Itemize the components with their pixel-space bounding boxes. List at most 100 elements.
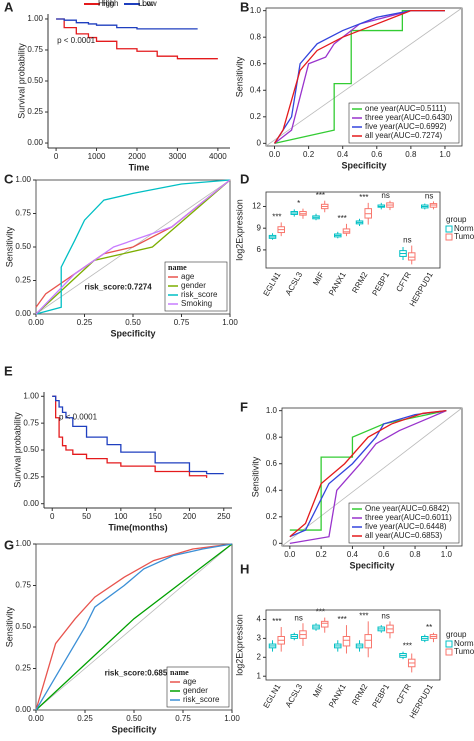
x-tick-label: 4000 [209, 152, 227, 161]
survival-curve [56, 18, 198, 30]
x-tick-label: 100 [114, 512, 128, 521]
x-tick-label: 0.00 [28, 318, 44, 327]
x-tick-label: CFTR [394, 270, 413, 293]
x-tick-label: ACSL3 [284, 682, 305, 709]
roc-curve [273, 10, 445, 144]
annotation: risk_score:0.7274 [85, 282, 153, 291]
legend-label: Smoking [181, 299, 212, 308]
legend-label: all year(AUC=0.7274) [365, 131, 442, 140]
legend-label: gender [181, 281, 206, 290]
y-tick-label: 0.00 [15, 309, 31, 318]
roc-curve [35, 179, 231, 315]
significance-label: *** [272, 617, 281, 626]
y-tick-label: 0.25 [27, 107, 43, 116]
legend-label: three year(AUC=0.6430) [365, 113, 453, 122]
legend-swatch [445, 648, 453, 656]
roc-curve [289, 410, 447, 544]
x-tick-label: 0.0 [269, 150, 281, 159]
y-axis-label: Sensitivity [4, 606, 14, 647]
y-tick-label: 9 [257, 223, 262, 232]
y-tick-label: 0.2 [250, 112, 262, 121]
plot-frame [265, 191, 441, 269]
y-axis-label: Sensitivity [234, 56, 244, 97]
y-tick-label: 0.00 [15, 705, 31, 714]
y-tick-label: 0.75 [27, 45, 43, 54]
y-tick-label: 0.4 [250, 85, 262, 94]
y-tick-label: 0.8 [266, 432, 278, 441]
panel-label: E [4, 363, 13, 378]
legend-label: Low [142, 0, 157, 8]
box-body [364, 634, 372, 649]
legend-label: High [102, 0, 118, 8]
x-tick-label: PANX1 [327, 270, 348, 297]
survival-curve [52, 395, 224, 475]
x-axis-label: Specificity [111, 724, 156, 734]
y-tick-label: 0 [257, 138, 262, 147]
x-tick-label: CFTR [394, 682, 413, 705]
legend-label: one year(AUC=0.5111) [365, 104, 447, 113]
legend-label: all year(AUC=0.6853) [365, 531, 442, 540]
x-tick-label: 0.6 [371, 150, 383, 159]
x-tick-label: 0.4 [347, 550, 359, 559]
significance-label: *** [403, 642, 412, 651]
x-tick-label: 0.75 [175, 714, 191, 723]
x-tick-label: EGLN1 [262, 682, 283, 710]
y-tick-label: 0 [273, 538, 278, 547]
x-tick-label: EGLN1 [262, 270, 283, 298]
legend-title: name [168, 263, 187, 272]
x-tick-label: 1.00 [224, 714, 240, 723]
box-body [407, 252, 416, 261]
legend-title: group [446, 630, 467, 639]
x-tick-label: 200 [183, 512, 197, 521]
x-tick-label: 0 [50, 512, 55, 521]
x-tick-label: 0.6 [378, 550, 390, 559]
annotation: p < 0.0001 [57, 36, 96, 45]
significance-label: *** [316, 608, 325, 617]
x-tick-label: 1.00 [222, 318, 238, 327]
panel-label: B [240, 0, 249, 14]
y-tick-label: 1.00 [27, 14, 43, 23]
x-tick-label: MIF [311, 682, 326, 699]
y-axis-label: Survival probability [12, 412, 22, 488]
legend-label: age [181, 272, 195, 281]
y-tick-label: 0.8 [250, 32, 262, 41]
legend-label: Tumor [454, 232, 474, 241]
significance-label: * [297, 199, 300, 208]
x-tick-label: 50 [82, 512, 91, 521]
y-tick-label: 12 [252, 202, 261, 211]
y-tick-label: 0.75 [23, 418, 39, 427]
x-axis-label: Time(months) [108, 522, 167, 532]
legend-title: group [446, 215, 467, 224]
x-tick-label: 2000 [128, 152, 146, 161]
box-body [342, 635, 351, 647]
significance-label: ** [426, 623, 432, 632]
x-tick-label: PANX1 [327, 682, 348, 709]
x-axis-label: Time [129, 162, 150, 172]
legend-label: Tumor [454, 647, 474, 656]
panel-label: G [4, 537, 14, 552]
significance-label: ns [381, 191, 389, 200]
x-tick-label: 250 [217, 512, 231, 521]
x-tick-label: 0.00 [28, 714, 44, 723]
roc-curve [35, 179, 231, 315]
y-tick-label: 0.00 [23, 499, 39, 508]
y-tick-label: 1.00 [23, 391, 39, 400]
significance-label: ns [294, 613, 302, 622]
legend-label: five year(AUC=0.6992) [365, 122, 447, 131]
y-tick-label: 0.4 [266, 485, 278, 494]
y-tick-label: 0.6 [250, 59, 262, 68]
x-tick-label: 0.2 [316, 550, 328, 559]
legend-swatch [445, 640, 453, 648]
y-tick-label: 0.2 [266, 512, 278, 521]
legend-label: gender [183, 686, 208, 695]
roc-curve [35, 543, 233, 711]
survival-curve [56, 18, 218, 60]
y-tick-label: 1.0 [250, 6, 262, 15]
reference-diagonal [281, 407, 463, 547]
x-tick-label: PEBP1 [370, 682, 391, 709]
x-tick-label: RRM2 [350, 270, 369, 295]
y-tick-label: 0.25 [23, 472, 39, 481]
legend-label: risk_score [183, 695, 220, 704]
panel-label: D [240, 171, 249, 186]
legend-label: Low [138, 0, 153, 8]
